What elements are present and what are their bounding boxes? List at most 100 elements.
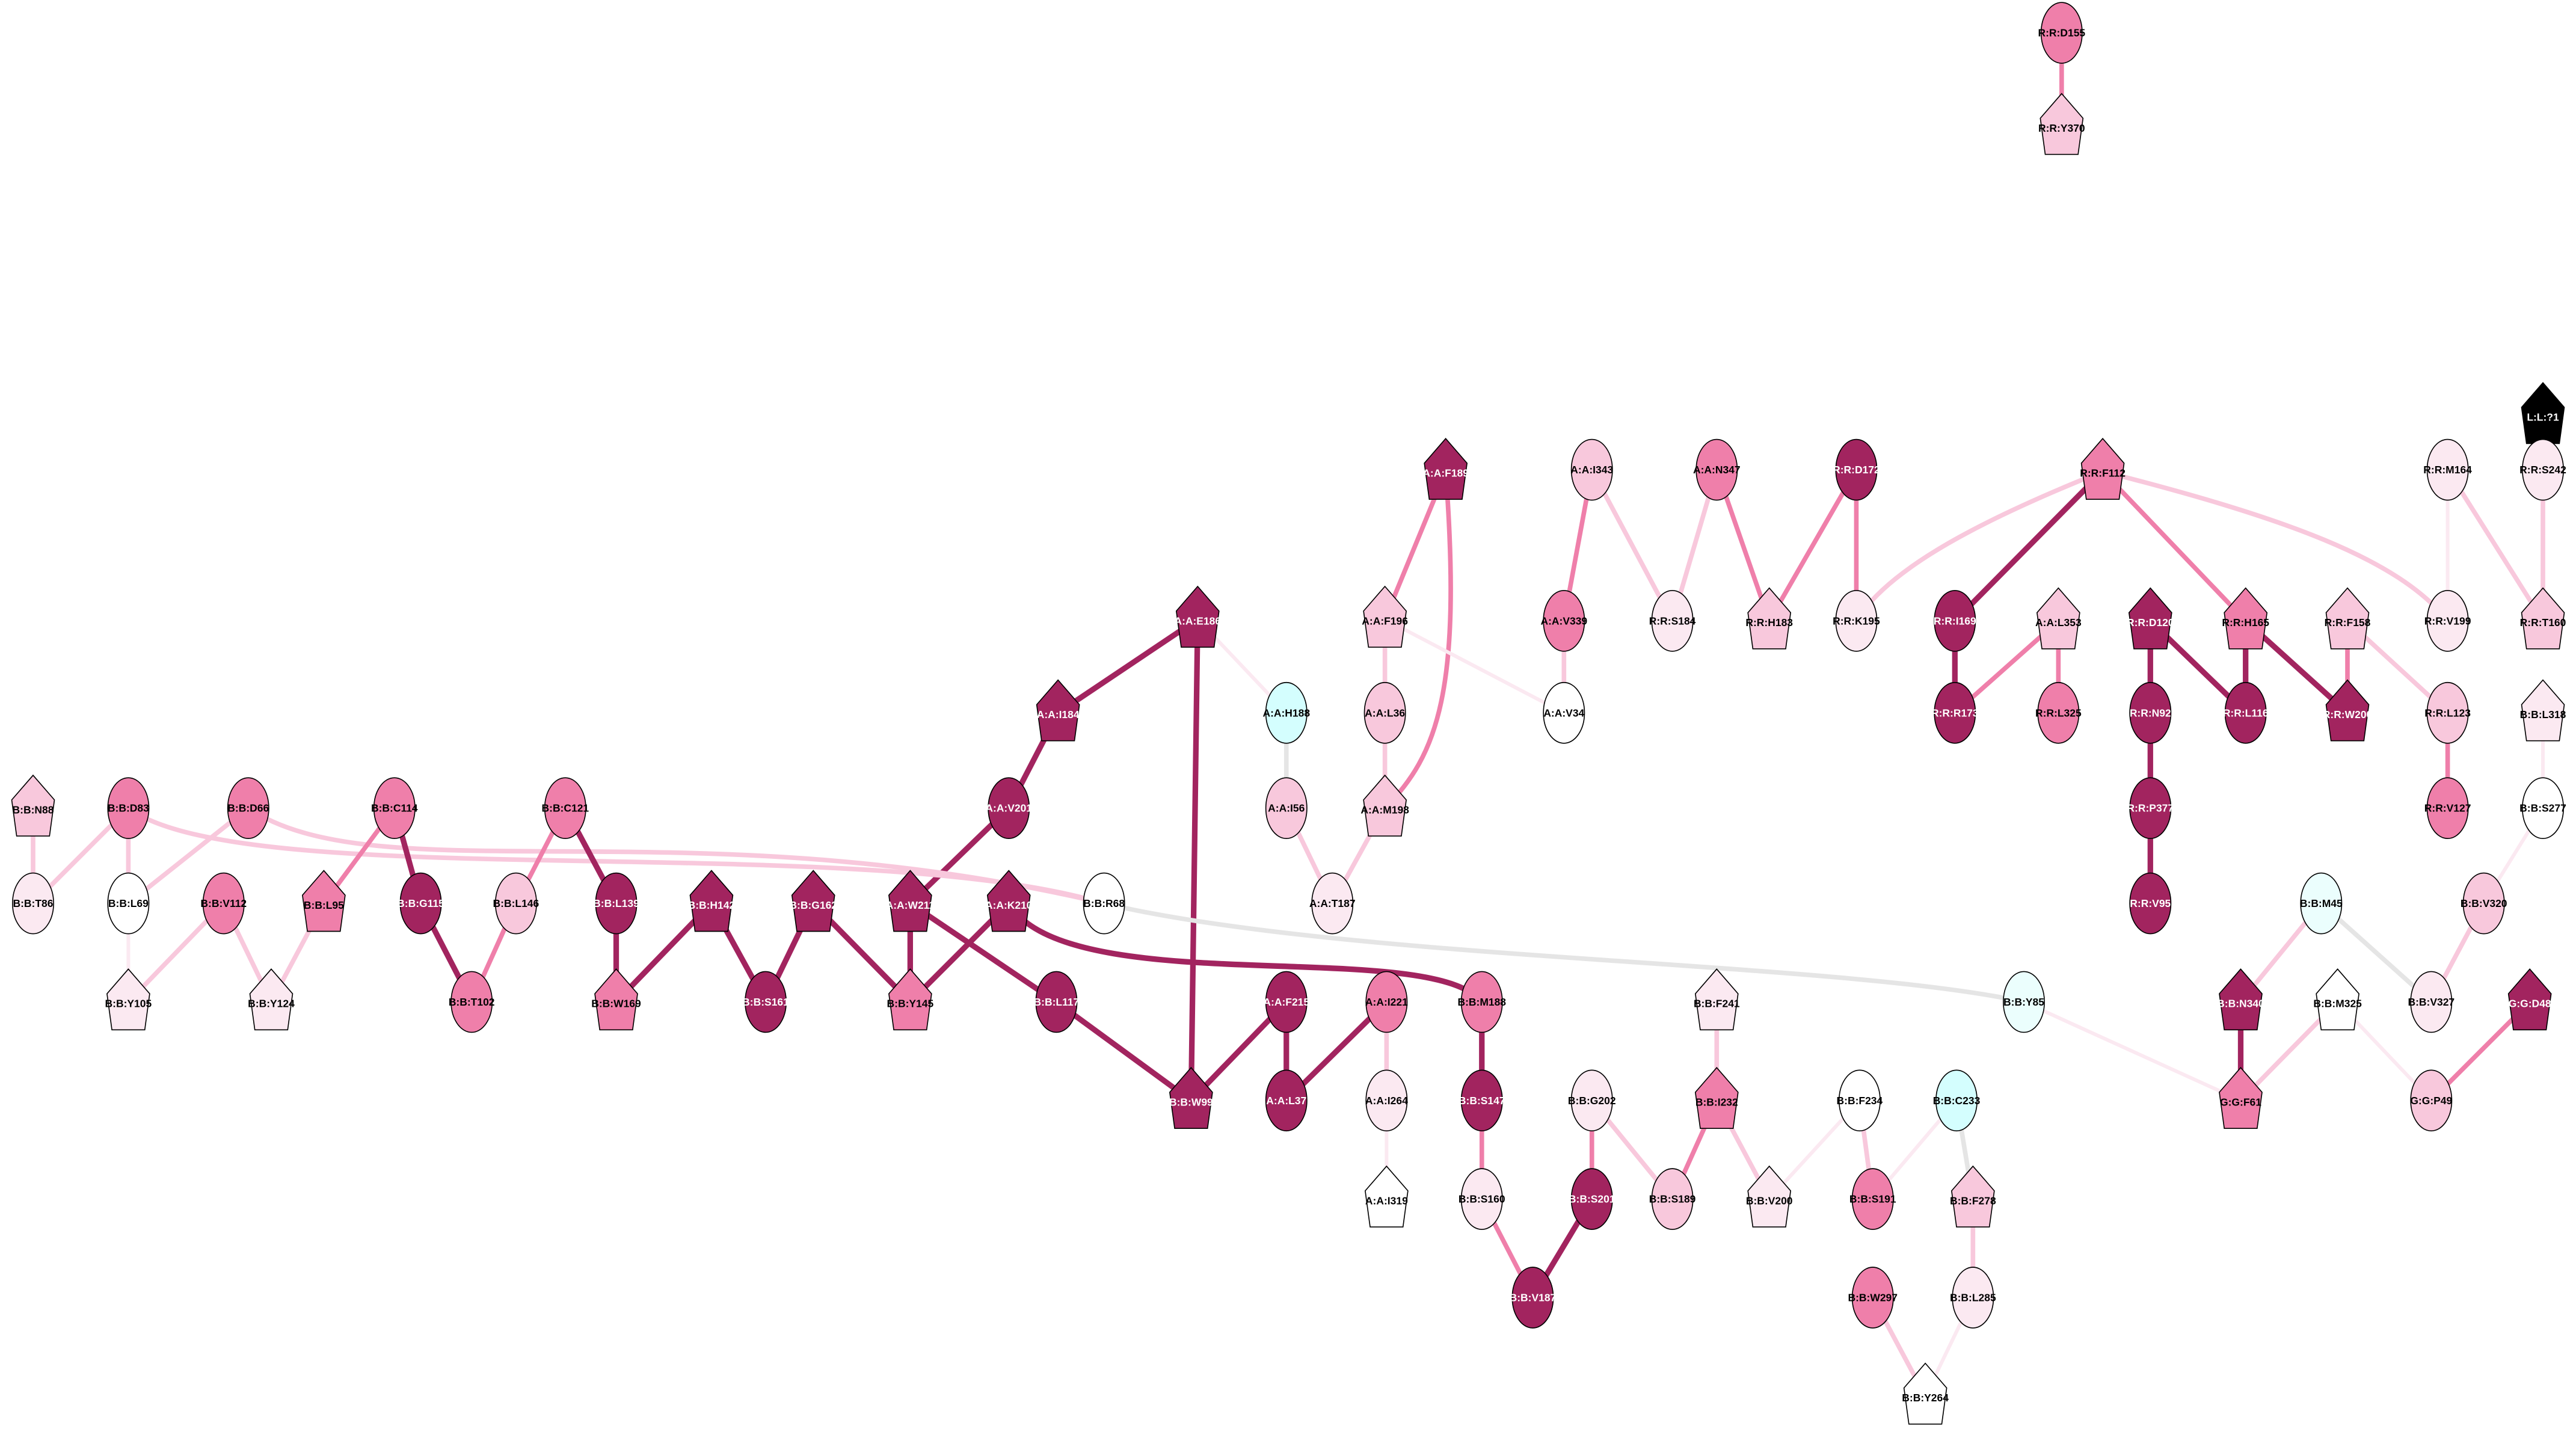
node-b-b-t102[interactable]: B:B:T102 xyxy=(449,971,495,1033)
node-b-b-t86[interactable]: B:B:T86 xyxy=(12,872,54,935)
node-b-b-l69[interactable]: B:B:L69 xyxy=(107,872,150,935)
node-a-a-i221[interactable]: A:A:I221 xyxy=(1365,971,1408,1033)
node-b-b-v112[interactable]: B:B:V112 xyxy=(200,872,247,935)
node-b-b-g202[interactable]: B:B:G202 xyxy=(1568,1069,1616,1132)
node-b-b-n340[interactable]: B:B:N340 xyxy=(2217,968,2264,1031)
node-b-b-w297[interactable]: B:B:W297 xyxy=(1848,1267,1898,1329)
node-r-r-l325[interactable]: R:R:L325 xyxy=(2035,681,2082,744)
node-b-b-l95[interactable]: B:B:L95 xyxy=(302,870,346,932)
node-a-a-i343[interactable]: A:A:I343 xyxy=(1570,438,1613,501)
node-b-b-v327[interactable]: B:B:V327 xyxy=(2408,971,2455,1033)
node-g-g-p49[interactable]: G:G:P49 xyxy=(2410,1069,2453,1132)
node-a-a-v201[interactable]: A:A:V201 xyxy=(985,777,1032,840)
node-b-b-s147[interactable]: B:B:S147 xyxy=(1459,1069,1505,1132)
node-a-a-i264[interactable]: A:A:I264 xyxy=(1365,1069,1408,1132)
node-b-b-i232[interactable]: B:B:I232 xyxy=(1694,1066,1739,1129)
node-b-b-c121[interactable]: B:B:C121 xyxy=(542,777,589,840)
node-l-l-1[interactable]: L:L:?1 xyxy=(2521,382,2565,444)
node-a-a-l353[interactable]: A:A:L353 xyxy=(2035,587,2082,650)
node-b-b-g115[interactable]: B:B:G115 xyxy=(397,872,444,935)
node-a-a-e186[interactable]: A:A:E186 xyxy=(1174,585,1221,648)
node-b-b-l117[interactable]: B:B:L117 xyxy=(1034,971,1080,1033)
node-r-r-f112[interactable]: R:R:F112 xyxy=(2080,437,2126,500)
node-b-b-l146[interactable]: B:B:L146 xyxy=(493,872,539,935)
node-b-b-s161[interactable]: B:B:S161 xyxy=(742,971,789,1033)
node-a-a-f215[interactable]: A:A:F215 xyxy=(1263,971,1309,1033)
node-a-a-l37[interactable]: A:A:L37 xyxy=(1265,1069,1308,1132)
node-b-b-f278[interactable]: B:B:F278 xyxy=(1950,1165,1996,1228)
node-b-b-h142[interactable]: B:B:H142 xyxy=(688,870,736,932)
node-b-b-m325[interactable]: B:B:M325 xyxy=(2313,968,2362,1031)
node-b-b-f234[interactable]: B:B:F234 xyxy=(1837,1069,1883,1132)
node-g-g-f61[interactable]: G:G:F61 xyxy=(2219,1066,2263,1129)
node-b-b-v200[interactable]: B:B:V200 xyxy=(1746,1165,1793,1228)
node-b-b-r68[interactable]: B:B:R68 xyxy=(1083,872,1125,935)
node-a-a-v339[interactable]: A:A:V339 xyxy=(1540,589,1587,652)
node-a-a-l36[interactable]: A:A:L36 xyxy=(1363,681,1406,744)
node-b-b-l285[interactable]: B:B:L285 xyxy=(1950,1267,1996,1329)
node-r-r-d120[interactable]: R:R:D120 xyxy=(2127,587,2174,650)
node-b-b-y105[interactable]: B:B:Y105 xyxy=(105,968,152,1031)
node-r-r-n92[interactable]: R:R:N92 xyxy=(2129,681,2172,744)
node-r-r-v127[interactable]: R:R:V127 xyxy=(2424,777,2471,840)
node-b-b-d66[interactable]: B:B:D66 xyxy=(227,777,269,840)
node-r-r-d172[interactable]: R:R:D172 xyxy=(1833,438,1880,501)
node-r-r-l116[interactable]: R:R:L116 xyxy=(2223,681,2269,744)
node-r-r-r173[interactable]: R:R:R173 xyxy=(1931,681,1979,744)
node-r-r-s242[interactable]: R:R:S242 xyxy=(2519,438,2566,501)
node-a-a-f189[interactable]: A:A:F189 xyxy=(1422,437,1469,500)
node-b-b-w169[interactable]: B:B:W169 xyxy=(591,968,641,1031)
node-b-b-y85[interactable]: B:B:Y85 xyxy=(2003,971,2045,1033)
node-r-r-p377[interactable]: R:R:P377 xyxy=(2127,777,2174,840)
node-r-r-t160[interactable]: R:R:T160 xyxy=(2520,587,2566,650)
node-r-r-v199[interactable]: R:R:V199 xyxy=(2424,589,2471,652)
node-a-a-k210[interactable]: A:A:K210 xyxy=(985,870,1033,932)
node-r-r-v95[interactable]: R:R:V95 xyxy=(2129,872,2172,935)
node-label: B:B:N88 xyxy=(13,804,54,816)
ellipse-shape xyxy=(373,777,416,840)
node-r-r-d155[interactable]: R:R:D155 xyxy=(2038,2,2085,64)
node-r-r-h165[interactable]: R:R:H165 xyxy=(2222,587,2269,650)
node-b-b-n88[interactable]: B:B:N88 xyxy=(11,774,55,837)
node-a-a-n347[interactable]: A:A:N347 xyxy=(1693,438,1741,501)
node-b-b-y124[interactable]: B:B:Y124 xyxy=(248,968,295,1031)
node-a-a-w211[interactable]: A:A:W211 xyxy=(886,870,935,932)
node-b-b-y145[interactable]: B:B:Y145 xyxy=(887,968,934,1031)
node-a-a-i56[interactable]: A:A:I56 xyxy=(1265,777,1308,840)
node-r-r-h183[interactable]: R:R:H183 xyxy=(1745,587,1793,650)
node-b-b-v320[interactable]: B:B:V320 xyxy=(2461,872,2507,935)
node-b-b-m45[interactable]: B:B:M45 xyxy=(2300,872,2343,935)
node-a-a-i319[interactable]: A:A:I319 xyxy=(1364,1165,1409,1228)
node-b-b-s191[interactable]: B:B:S191 xyxy=(1849,1168,1896,1230)
node-a-a-i184[interactable]: A:A:I184 xyxy=(1036,679,1080,742)
node-b-b-d83[interactable]: B:B:D83 xyxy=(107,777,150,840)
node-b-b-v187[interactable]: B:B:V187 xyxy=(1510,1267,1557,1329)
node-b-b-g162[interactable]: B:B:G162 xyxy=(789,870,837,932)
node-b-b-m188[interactable]: B:B:M188 xyxy=(1457,971,1506,1033)
node-r-r-w200[interactable]: R:R:W200 xyxy=(2323,679,2373,742)
node-r-r-k195[interactable]: R:R:K195 xyxy=(1833,589,1880,652)
node-b-b-c114[interactable]: B:B:C114 xyxy=(371,777,418,840)
node-a-a-v34[interactable]: A:A:V34 xyxy=(1543,681,1585,744)
node-a-a-t187[interactable]: A:A:T187 xyxy=(1309,872,1356,935)
node-a-a-m198[interactable]: A:A:M198 xyxy=(1360,774,1409,837)
node-r-r-i169[interactable]: R:R:I169 xyxy=(1934,589,1976,652)
node-r-r-s184[interactable]: R:R:S184 xyxy=(1649,589,1696,652)
node-r-r-y370[interactable]: R:R:Y370 xyxy=(2038,93,2085,155)
node-b-b-c233[interactable]: B:B:C233 xyxy=(1933,1069,1981,1132)
node-b-b-s277[interactable]: B:B:S277 xyxy=(2519,777,2566,840)
node-b-b-s189[interactable]: B:B:S189 xyxy=(1649,1168,1696,1230)
node-b-b-f241[interactable]: B:B:F241 xyxy=(1694,968,1740,1031)
node-g-g-d48[interactable]: G:G:D48 xyxy=(2507,968,2552,1031)
node-b-b-l318[interactable]: B:B:L318 xyxy=(2520,679,2566,742)
node-b-b-l139[interactable]: B:B:L139 xyxy=(593,872,639,935)
node-b-b-w99[interactable]: B:B:W99 xyxy=(1169,1066,1213,1129)
node-a-a-f196[interactable]: A:A:F196 xyxy=(1362,585,1408,648)
node-a-a-h188[interactable]: A:A:H188 xyxy=(1262,681,1310,744)
node-r-r-l123[interactable]: R:R:L123 xyxy=(2424,681,2471,744)
node-b-b-s201[interactable]: B:B:S201 xyxy=(1569,1168,1615,1230)
node-r-r-f158[interactable]: R:R:F158 xyxy=(2325,587,2371,650)
node-b-b-y264[interactable]: B:B:Y264 xyxy=(1902,1362,1949,1425)
node-r-r-m164[interactable]: R:R:M164 xyxy=(2423,438,2472,501)
node-b-b-s160[interactable]: B:B:S160 xyxy=(1459,1168,1505,1230)
